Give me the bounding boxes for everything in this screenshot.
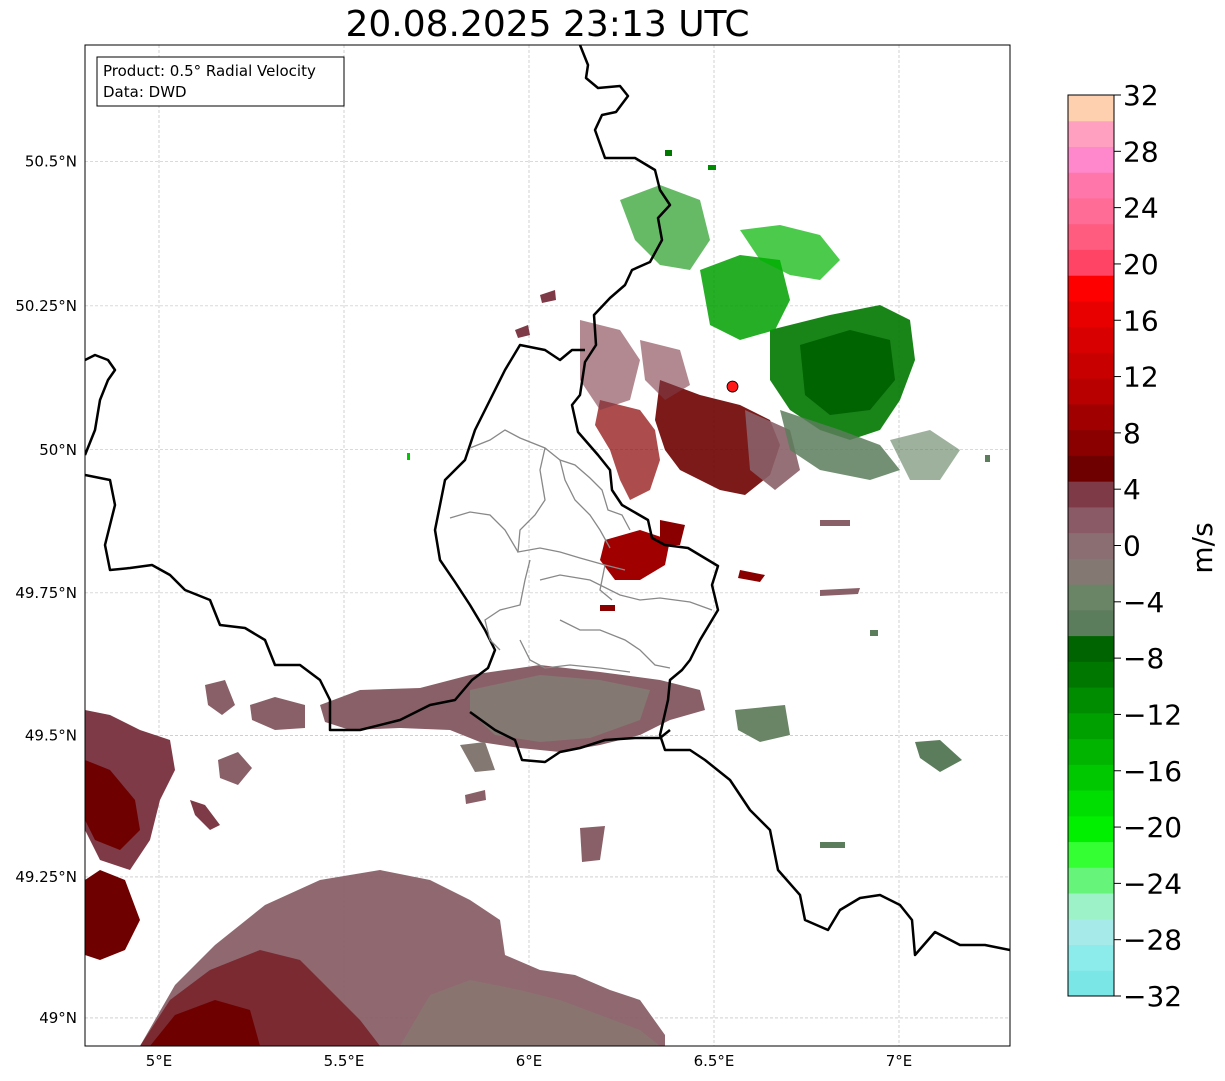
echo-radar-inbound [620,185,960,480]
lon-tick-label: 6°E [516,1052,543,1070]
colorbar-segment [1068,532,1114,559]
longitude-labels: 5°E 5.5°E 6°E 6.5°E 7°E [146,1052,913,1070]
colorbar-segment [1068,918,1114,946]
lon-tick-label: 6.5°E [694,1052,735,1070]
colorbar-segment [1068,352,1114,379]
colorbar-tick-label: 0 [1123,530,1141,563]
colorbar-ticks: 32 28 24 20 16 12 8 4 0 −4 −8 −12 −16 −20 −24 −28 −32 [1114,79,1182,1013]
colorbar-segment [1068,429,1114,456]
colorbar-segments [1068,95,1114,997]
radar-site-marker [726,380,739,393]
colorbar-segment [1068,687,1114,714]
country-borders [85,45,1010,957]
lat-tick-label: 50°N [39,441,77,459]
colorbar-segment [1068,378,1114,405]
colorbar-tick-label: 16 [1123,304,1159,337]
colorbar-segment [1068,712,1114,740]
colorbar-segment [1068,893,1114,920]
admin-boundaries [449,429,713,673]
radar-velocity-echoes [85,150,990,1046]
colorbar-segment [1068,481,1114,508]
map-background [85,45,1010,1046]
lat-tick-label: 49°N [39,1009,77,1027]
colorbar-segment [1068,635,1114,662]
colorbar-segment [1068,867,1114,894]
echo-southwest-large [85,870,665,1046]
colorbar-segment [1068,197,1114,225]
colorbar-segment [1068,738,1114,765]
echo-speckles [407,150,990,804]
map-frame [84,44,1011,1047]
colorbar-tick-label: 4 [1123,473,1141,506]
colorbar-segment [1068,970,1114,997]
colorbar-segment [1068,326,1114,353]
colorbar-tick-label: −20 [1123,811,1182,844]
colorbar-segment [1068,764,1114,791]
info-product-text: Product: 0.5° Radial Velocity [103,62,316,80]
colorbar-segment [1068,403,1114,431]
colorbar-segment [1068,223,1114,250]
colorbar-tick-label: 32 [1123,79,1159,112]
colorbar-tick-label: −8 [1123,642,1164,675]
lat-tick-label: 50.25°N [15,297,77,315]
colorbar-segment [1068,661,1114,688]
lat-tick-label: 49.5°N [25,726,77,744]
colorbar-segment [1068,275,1114,302]
info-box: Product: 0.5° Radial Velocity Data: DWD [96,56,345,107]
colorbar-segment [1068,584,1114,611]
colorbar-tick-label: −12 [1123,698,1182,731]
colorbar-segment [1068,146,1114,173]
lat-tick-label: 49.25°N [15,868,77,886]
lat-tick-label: 49.75°N [15,584,77,602]
colorbar-segment [1068,249,1114,276]
colorbar-segment [1068,944,1114,971]
colorbar-segment [1068,300,1114,328]
colorbar-tick-label: 12 [1123,361,1159,394]
colorbar-tick-label: 28 [1123,135,1159,168]
colorbar-segment [1068,120,1114,147]
colorbar-segment [1068,841,1114,868]
map-title: 20.08.2025 23:13 UTC [345,4,750,45]
lon-tick-label: 7°E [886,1052,913,1070]
echo-west-edge [85,710,220,870]
colorbar-tick-label: 20 [1123,248,1159,281]
colorbar-segment [1068,506,1114,534]
colorbar-unit-label: m/s [1186,522,1219,573]
latitude-labels: 50.5°N 50.25°N 50°N 49.75°N 49.5°N 49.25°N 49°… [15,152,77,1027]
colorbar-segment [1068,558,1114,585]
colorbar-tick-label: −16 [1123,755,1182,788]
colorbar: 32 28 24 20 16 12 8 4 0 −4 −8 −12 −16 −20 −24 −28 −32 m/… [1067,79,1219,1013]
colorbar-tick-label: 24 [1123,192,1159,225]
echo-radar-outbound [580,320,800,580]
lon-tick-label: 5°E [146,1052,173,1070]
lat-tick-label: 50.5°N [25,152,77,170]
colorbar-segment [1068,609,1114,637]
colorbar-segment [1068,172,1114,199]
colorbar-tick-label: −28 [1123,924,1182,957]
echo-southern-band [205,665,962,862]
colorbar-segment [1068,455,1114,482]
colorbar-tick-label: −24 [1123,867,1182,900]
colorbar-segment [1068,95,1114,122]
colorbar-segment [1068,790,1114,817]
colorbar-tick-label: −32 [1123,980,1182,1013]
lon-tick-label: 5.5°E [324,1052,365,1070]
colorbar-segment [1068,815,1114,843]
colorbar-tick-label: 8 [1123,417,1141,450]
info-data-text: Data: DWD [103,83,187,101]
colorbar-tick-label: −4 [1123,586,1164,619]
